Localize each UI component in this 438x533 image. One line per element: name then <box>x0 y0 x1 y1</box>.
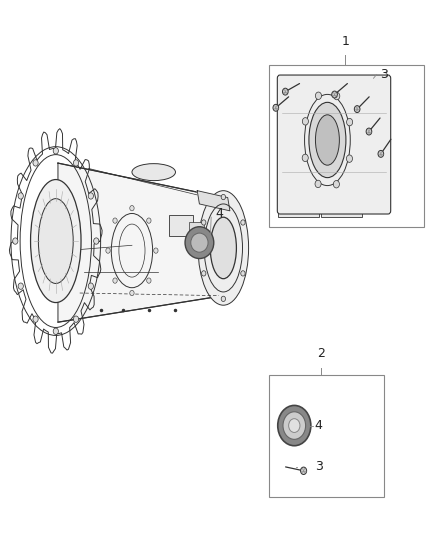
Bar <box>169 215 193 236</box>
Circle shape <box>283 88 288 95</box>
Circle shape <box>221 195 226 200</box>
Ellipse shape <box>289 419 300 432</box>
Circle shape <box>130 290 134 296</box>
Ellipse shape <box>198 191 249 305</box>
Circle shape <box>333 181 339 188</box>
Bar <box>321 206 362 217</box>
Circle shape <box>315 92 321 100</box>
Circle shape <box>33 160 38 166</box>
Text: 4: 4 <box>215 207 223 220</box>
Circle shape <box>147 218 151 223</box>
Circle shape <box>113 218 117 223</box>
Circle shape <box>346 155 353 163</box>
Bar <box>188 222 204 237</box>
Circle shape <box>88 193 93 199</box>
Circle shape <box>88 283 93 289</box>
Ellipse shape <box>39 199 73 284</box>
Ellipse shape <box>278 406 311 446</box>
Circle shape <box>113 278 117 283</box>
Ellipse shape <box>315 115 339 165</box>
Circle shape <box>53 328 58 334</box>
Circle shape <box>354 106 360 112</box>
Circle shape <box>346 118 353 126</box>
Bar <box>278 206 319 217</box>
Text: 3: 3 <box>315 461 323 473</box>
Circle shape <box>18 283 23 289</box>
Circle shape <box>366 128 372 135</box>
Circle shape <box>302 154 308 161</box>
Circle shape <box>302 118 308 125</box>
Circle shape <box>94 238 99 244</box>
Circle shape <box>334 92 340 100</box>
Circle shape <box>300 467 307 474</box>
Bar <box>269 65 424 227</box>
Circle shape <box>106 248 110 253</box>
Polygon shape <box>58 163 223 322</box>
Ellipse shape <box>283 412 306 439</box>
Circle shape <box>241 220 245 225</box>
Circle shape <box>74 160 79 166</box>
Polygon shape <box>197 191 230 211</box>
Circle shape <box>33 316 38 322</box>
Circle shape <box>74 316 79 322</box>
Text: 4: 4 <box>315 419 323 432</box>
Circle shape <box>241 271 245 276</box>
Text: 2: 2 <box>318 348 325 360</box>
Circle shape <box>221 296 226 302</box>
Circle shape <box>53 148 58 154</box>
Circle shape <box>315 180 321 188</box>
Circle shape <box>273 104 279 111</box>
Ellipse shape <box>31 180 81 303</box>
Circle shape <box>130 206 134 211</box>
Ellipse shape <box>309 102 346 177</box>
Ellipse shape <box>132 164 176 181</box>
Text: 1: 1 <box>341 35 349 47</box>
Circle shape <box>154 248 158 253</box>
FancyBboxPatch shape <box>277 75 391 214</box>
Circle shape <box>201 220 206 225</box>
Circle shape <box>332 91 337 98</box>
Ellipse shape <box>210 217 237 279</box>
Circle shape <box>201 271 206 276</box>
Bar <box>269 375 385 497</box>
Circle shape <box>147 278 151 283</box>
Text: 3: 3 <box>380 68 388 81</box>
Circle shape <box>13 238 18 244</box>
Circle shape <box>18 193 23 199</box>
Ellipse shape <box>185 227 214 259</box>
Ellipse shape <box>191 233 208 252</box>
Circle shape <box>378 150 384 157</box>
